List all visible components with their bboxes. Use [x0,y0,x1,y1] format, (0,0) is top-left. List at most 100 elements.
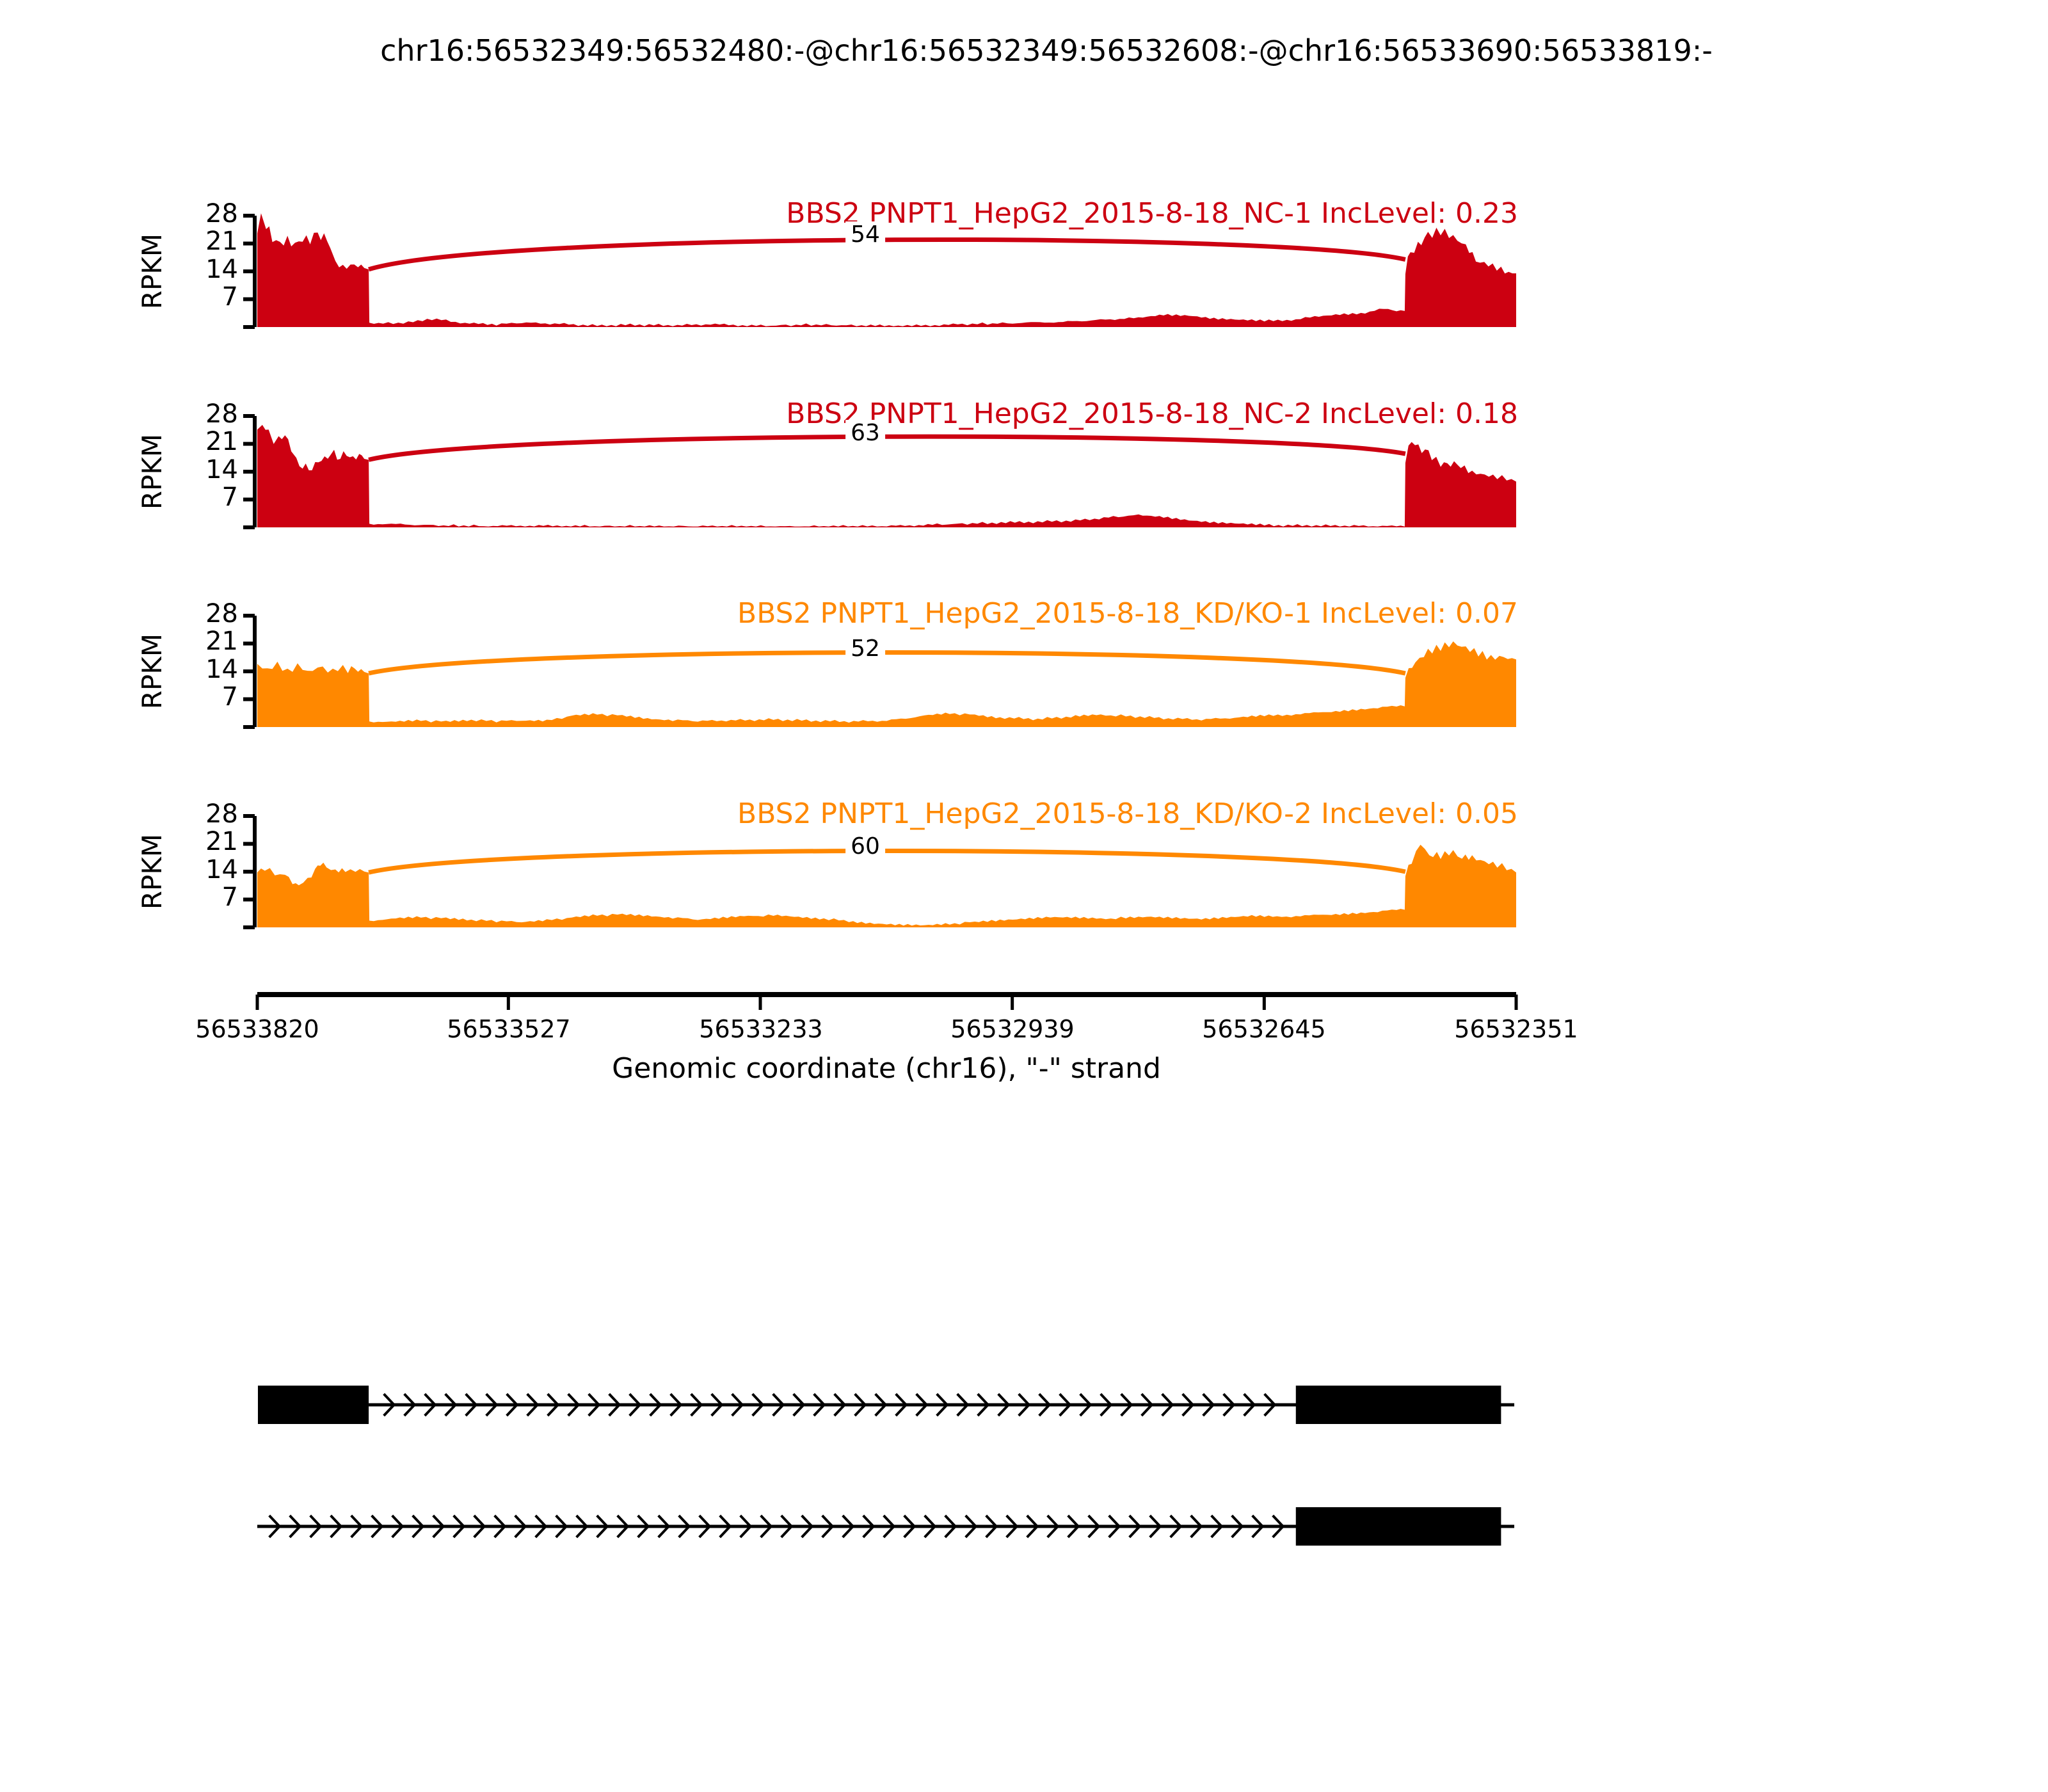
isoform-exclusion-strand-arrow-icon [821,1514,835,1539]
junction-arc-track-4 [368,849,1406,875]
isoform-inclusion-strand-arrow-icon [997,1393,1011,1417]
track-2-ytick-7: 7 [221,483,238,512]
track-4-ytick-14: 14 [205,855,238,884]
isoform-exclusion-strand-arrow-icon [1046,1514,1060,1539]
isoform-exclusion-strand-arrow-icon [924,1514,937,1539]
isoform-inclusion-strand-arrow-icon [690,1393,703,1417]
isoform-inclusion-strand-arrow-icon [751,1393,765,1417]
isoform-inclusion-strand-arrow-icon [833,1393,847,1417]
xtick-56533820: 56533820 [195,1015,319,1043]
isoform-exclusion-strand-arrow-icon [268,1514,282,1539]
isoform-exclusion-strand-arrow-icon [616,1514,630,1539]
isoform-inclusion-strand-arrow-icon [813,1393,826,1417]
isoform-inclusion-strand-arrow-icon [1161,1393,1174,1417]
track-1-ytick-21: 21 [205,227,238,256]
isoform-inclusion-strand-arrow-icon [1038,1393,1052,1417]
isoform-exclusion-strand-arrow-icon [514,1514,527,1539]
isoform-inclusion-strand-arrow-icon [1100,1393,1113,1417]
isoform-inclusion-strand-arrow-icon [526,1393,540,1417]
isoform-inclusion-strand-arrow-icon [588,1393,601,1417]
track-4-ytick-21: 21 [205,827,238,856]
isoform-inclusion-strand-arrow-icon [710,1393,724,1417]
track-4-y-axis-title: RPKM [136,833,168,910]
track-1-y-axis-title: RPKM [136,233,168,310]
xtick-56532939: 56532939 [950,1015,1075,1043]
track-4-title: BBS2 PNPT1_HepG2_2015-8-18_KD/KO-2 IncLe… [737,797,1518,830]
coverage-area-track-4 [257,844,1516,927]
isoform-inclusion-strand-arrow-icon [628,1393,642,1417]
isoform-exclusion-strand-arrow-icon [452,1514,466,1539]
isoform-inclusion-strand-arrow-icon [1079,1393,1092,1417]
isoform-inclusion-strand-arrow-icon [936,1393,949,1417]
isoform-inclusion-strand-arrow-icon [956,1393,970,1417]
isoform-exclusion-strand-arrow-icon [493,1514,507,1539]
track-4-ytick-7: 7 [221,883,238,912]
isoform-inclusion-strand-arrow-icon [547,1393,560,1417]
track-3-ytick-7: 7 [221,682,238,712]
isoform-exclusion-strand-arrow-icon [883,1514,896,1539]
isoform-inclusion-strand-arrow-icon [608,1393,621,1417]
isoform-exclusion-strand-arrow-icon [862,1514,876,1539]
xtick-56532351: 56532351 [1454,1015,1578,1043]
isoform-exclusion-strand-arrow-icon [309,1514,323,1539]
junction-arc-track-2 [368,434,1406,462]
junction-arc-track-3 [368,650,1406,676]
isoform-inclusion-strand-arrow-icon [915,1393,929,1417]
isoform-inclusion-strand-arrow-icon [874,1393,888,1417]
isoform-inclusion-strand-arrow-icon [1202,1393,1215,1417]
isoform-exclusion-strand-arrow-icon [1272,1514,1285,1539]
isoform-exclusion-strand-arrow-icon [371,1514,384,1539]
isoform-inclusion-strand-arrow-icon [1243,1393,1256,1417]
track-3-title: BBS2 PNPT1_HepG2_2015-8-18_KD/KO-1 IncLe… [737,597,1518,630]
track-1-ytick-28: 28 [205,199,238,228]
track-2-y-axis-title: RPKM [136,433,168,510]
isoform-inclusion-strand-arrow-icon [506,1393,519,1417]
isoform-exclusion-strand-arrow-icon [1169,1514,1183,1539]
isoform-inclusion-strand-arrow-icon [567,1393,580,1417]
track-1-ytick-7: 7 [221,282,238,312]
isoform-inclusion-strand-arrow-icon [854,1393,867,1417]
isoform-exclusion-strand-arrow-icon [1108,1514,1121,1539]
track-1-title: BBS2 PNPT1_HepG2_2015-8-18_NC-1 IncLevel… [786,197,1518,230]
track-3-ytick-28: 28 [205,599,238,628]
isoform-exclusion-strand-arrow-icon [596,1514,609,1539]
track-1-junction-count: 54 [845,221,885,249]
isoform-exclusion-strand-arrow-icon [1251,1514,1265,1539]
track-4-junction-count: 60 [845,833,885,861]
track-3-y-axis-title: RPKM [136,633,168,710]
isoform-exclusion-strand-arrow-icon [842,1514,855,1539]
isoform-inclusion-strand-arrow-icon [895,1393,908,1417]
isoform-inclusion-strand-arrow-icon [1140,1393,1154,1417]
isoform-inclusion-strand-arrow-icon [424,1393,437,1417]
track-2-ytick-21: 21 [205,427,238,456]
isoform-exclusion-strand-arrow-icon [391,1514,404,1539]
isoform-exclusion-strand-arrow-icon [575,1514,589,1539]
track-1-ytick-14: 14 [205,255,238,284]
track-3-ytick-14: 14 [205,655,238,684]
xtick-56532645: 56532645 [1202,1015,1326,1043]
track-3-junction-count: 52 [845,636,885,663]
isoform-exclusion-strand-arrow-icon [801,1514,814,1539]
isoform-exclusion-strand-arrow-icon [412,1514,425,1539]
isoform-inclusion-strand-arrow-icon [649,1393,662,1417]
isoform-exclusion-strand-arrow-icon [698,1514,712,1539]
isoform-exclusion-strand-arrow-icon [534,1514,548,1539]
isoform-exclusion-strand-arrow-icon [719,1514,732,1539]
coverage-area-track-3 [257,641,1516,727]
isoform-exclusion-strand-arrow-icon [780,1514,794,1539]
isoform-inclusion-strand-arrow-icon [485,1393,499,1417]
isoform-inclusion-strand-arrow-icon [383,1393,396,1417]
isoform-exclusion-strand-arrow-icon [1026,1514,1039,1539]
isoform-exclusion-strand-arrow-icon [1005,1514,1019,1539]
xtick-56533527: 56533527 [447,1015,571,1043]
isoform-exclusion-strand-arrow-icon [289,1514,302,1539]
isoform-exclusion-strand-arrow-icon [944,1514,957,1539]
isoform-inclusion-strand-arrow-icon [977,1393,990,1417]
xtick-56533233: 56533233 [699,1015,823,1043]
isoform-inclusion-strand-arrow-icon [444,1393,458,1417]
isoform-inclusion-exon [257,1386,369,1424]
isoform-exclusion-strand-arrow-icon [1231,1514,1244,1539]
x-axis-title: Genomic coordinate (chr16), "-" strand [612,1052,1161,1085]
isoform-exclusion-strand-arrow-icon [657,1514,671,1539]
